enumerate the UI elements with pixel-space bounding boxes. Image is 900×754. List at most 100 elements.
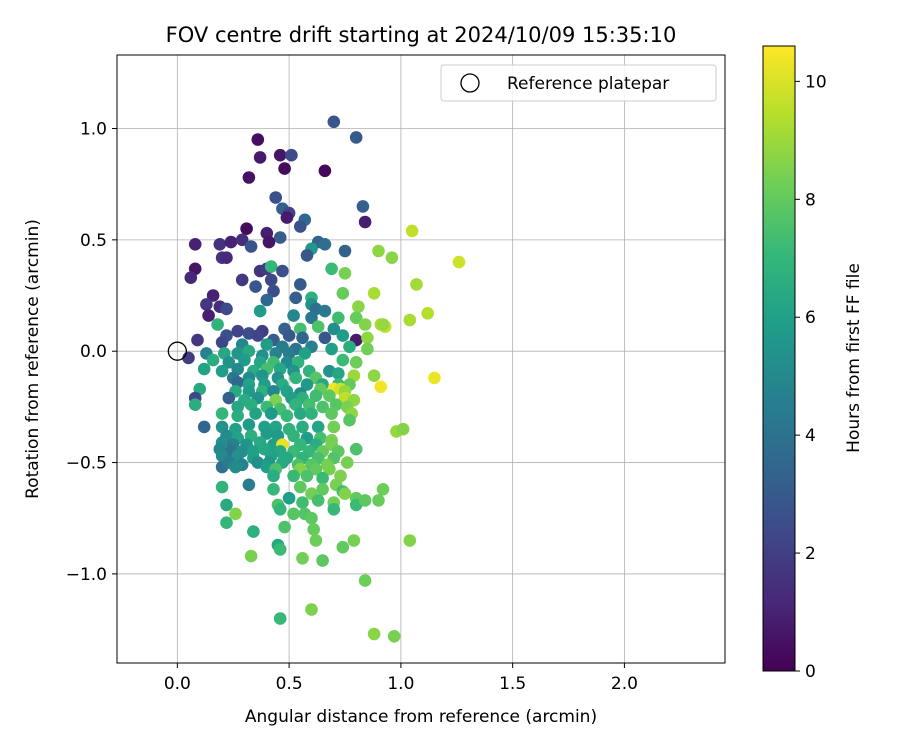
data-point [253, 304, 267, 318]
y-tick-label: 0.5 [80, 231, 107, 251]
data-point [374, 380, 388, 394]
data-point [264, 273, 278, 287]
data-point [349, 131, 363, 144]
data-point [244, 549, 258, 563]
data-point [309, 389, 323, 403]
data-point [238, 353, 251, 367]
reference-marker [167, 341, 188, 361]
data-point [251, 133, 265, 146]
data-point [316, 471, 329, 485]
data-point [287, 309, 300, 322]
data-point [305, 407, 318, 420]
data-point [325, 342, 338, 356]
data-point [220, 302, 233, 316]
data-point [336, 329, 350, 342]
data-point [280, 409, 294, 423]
data-point [269, 191, 283, 204]
data-point [387, 630, 401, 643]
data-point [452, 255, 466, 269]
data-point [410, 278, 423, 291]
colorbar-tick-label: 10 [805, 72, 827, 92]
data-point [318, 238, 332, 251]
data-point [358, 494, 372, 507]
data-point [184, 271, 198, 285]
data-point [264, 260, 278, 273]
data-point [327, 115, 341, 129]
data-point [249, 280, 262, 293]
data-point [222, 391, 236, 405]
data-point [316, 400, 329, 414]
data-point [215, 364, 229, 378]
data-point [242, 171, 256, 184]
data-point [278, 162, 291, 175]
data-point [287, 507, 300, 521]
x-tick-label: 0.5 [276, 674, 303, 694]
data-point [340, 456, 354, 469]
y-axis-ticks: −1.0 −0.5 0.0 0.5 1.0 [66, 119, 117, 585]
data-point [294, 278, 307, 291]
y-tick-label: −0.5 [66, 454, 107, 474]
data-point [336, 540, 350, 554]
colorbar-tick-label: 8 [805, 190, 816, 210]
data-point [294, 480, 307, 494]
data-point [200, 298, 213, 311]
data-point [260, 293, 274, 307]
data-point [327, 420, 341, 434]
data-point [224, 235, 238, 249]
data-point [300, 469, 314, 483]
data-point [296, 420, 309, 434]
data-point [358, 574, 372, 587]
data-point [358, 215, 372, 229]
data-point [247, 525, 260, 538]
data-point [280, 211, 294, 224]
data-point [311, 494, 325, 507]
data-point [403, 313, 417, 327]
data-point [309, 534, 323, 547]
legend-box [440, 64, 717, 102]
data-point [316, 554, 329, 567]
data-point [352, 300, 365, 314]
data-point [222, 356, 236, 369]
data-point [336, 287, 350, 300]
data-point [300, 249, 314, 262]
colorbar-label: Hours from first FF file [844, 263, 864, 453]
data-point [421, 307, 435, 320]
data-point [202, 309, 215, 322]
data-point [249, 407, 262, 420]
data-point [309, 462, 323, 476]
data-point [251, 329, 265, 342]
data-point [282, 329, 296, 342]
data-point [349, 311, 363, 325]
legend-marker-open-circle [460, 73, 480, 93]
data-point [260, 338, 274, 351]
data-point [307, 523, 321, 536]
data-point [396, 422, 410, 436]
data-point [305, 311, 318, 325]
data-point [367, 369, 381, 383]
data-point [305, 603, 318, 616]
data-point [267, 469, 280, 483]
data-point [235, 233, 249, 247]
x-axis-label: Angular distance from reference (arcmin) [245, 707, 597, 727]
chart-title: FOV centre drift starting at 2024/10/09 … [166, 23, 677, 47]
data-point [197, 362, 211, 376]
data-point [338, 244, 352, 258]
x-axis-ticks: 0.0 0.5 1.0 1.5 2.0 [164, 663, 638, 694]
y-axis-label: Rotation from reference (arcmin) [23, 219, 43, 499]
colorbar-tick-label: 0 [805, 662, 816, 682]
colorbar-gradient [762, 45, 796, 672]
data-point [349, 356, 363, 369]
data-point [356, 200, 370, 213]
data-point [231, 409, 244, 423]
data-point [197, 420, 211, 434]
data-points [182, 115, 466, 643]
data-point [347, 534, 361, 547]
data-point [211, 318, 224, 331]
data-point [403, 534, 417, 547]
data-point [361, 331, 374, 345]
data-point [298, 347, 312, 360]
data-point [220, 251, 233, 264]
data-point [273, 612, 287, 625]
data-point [240, 222, 253, 235]
